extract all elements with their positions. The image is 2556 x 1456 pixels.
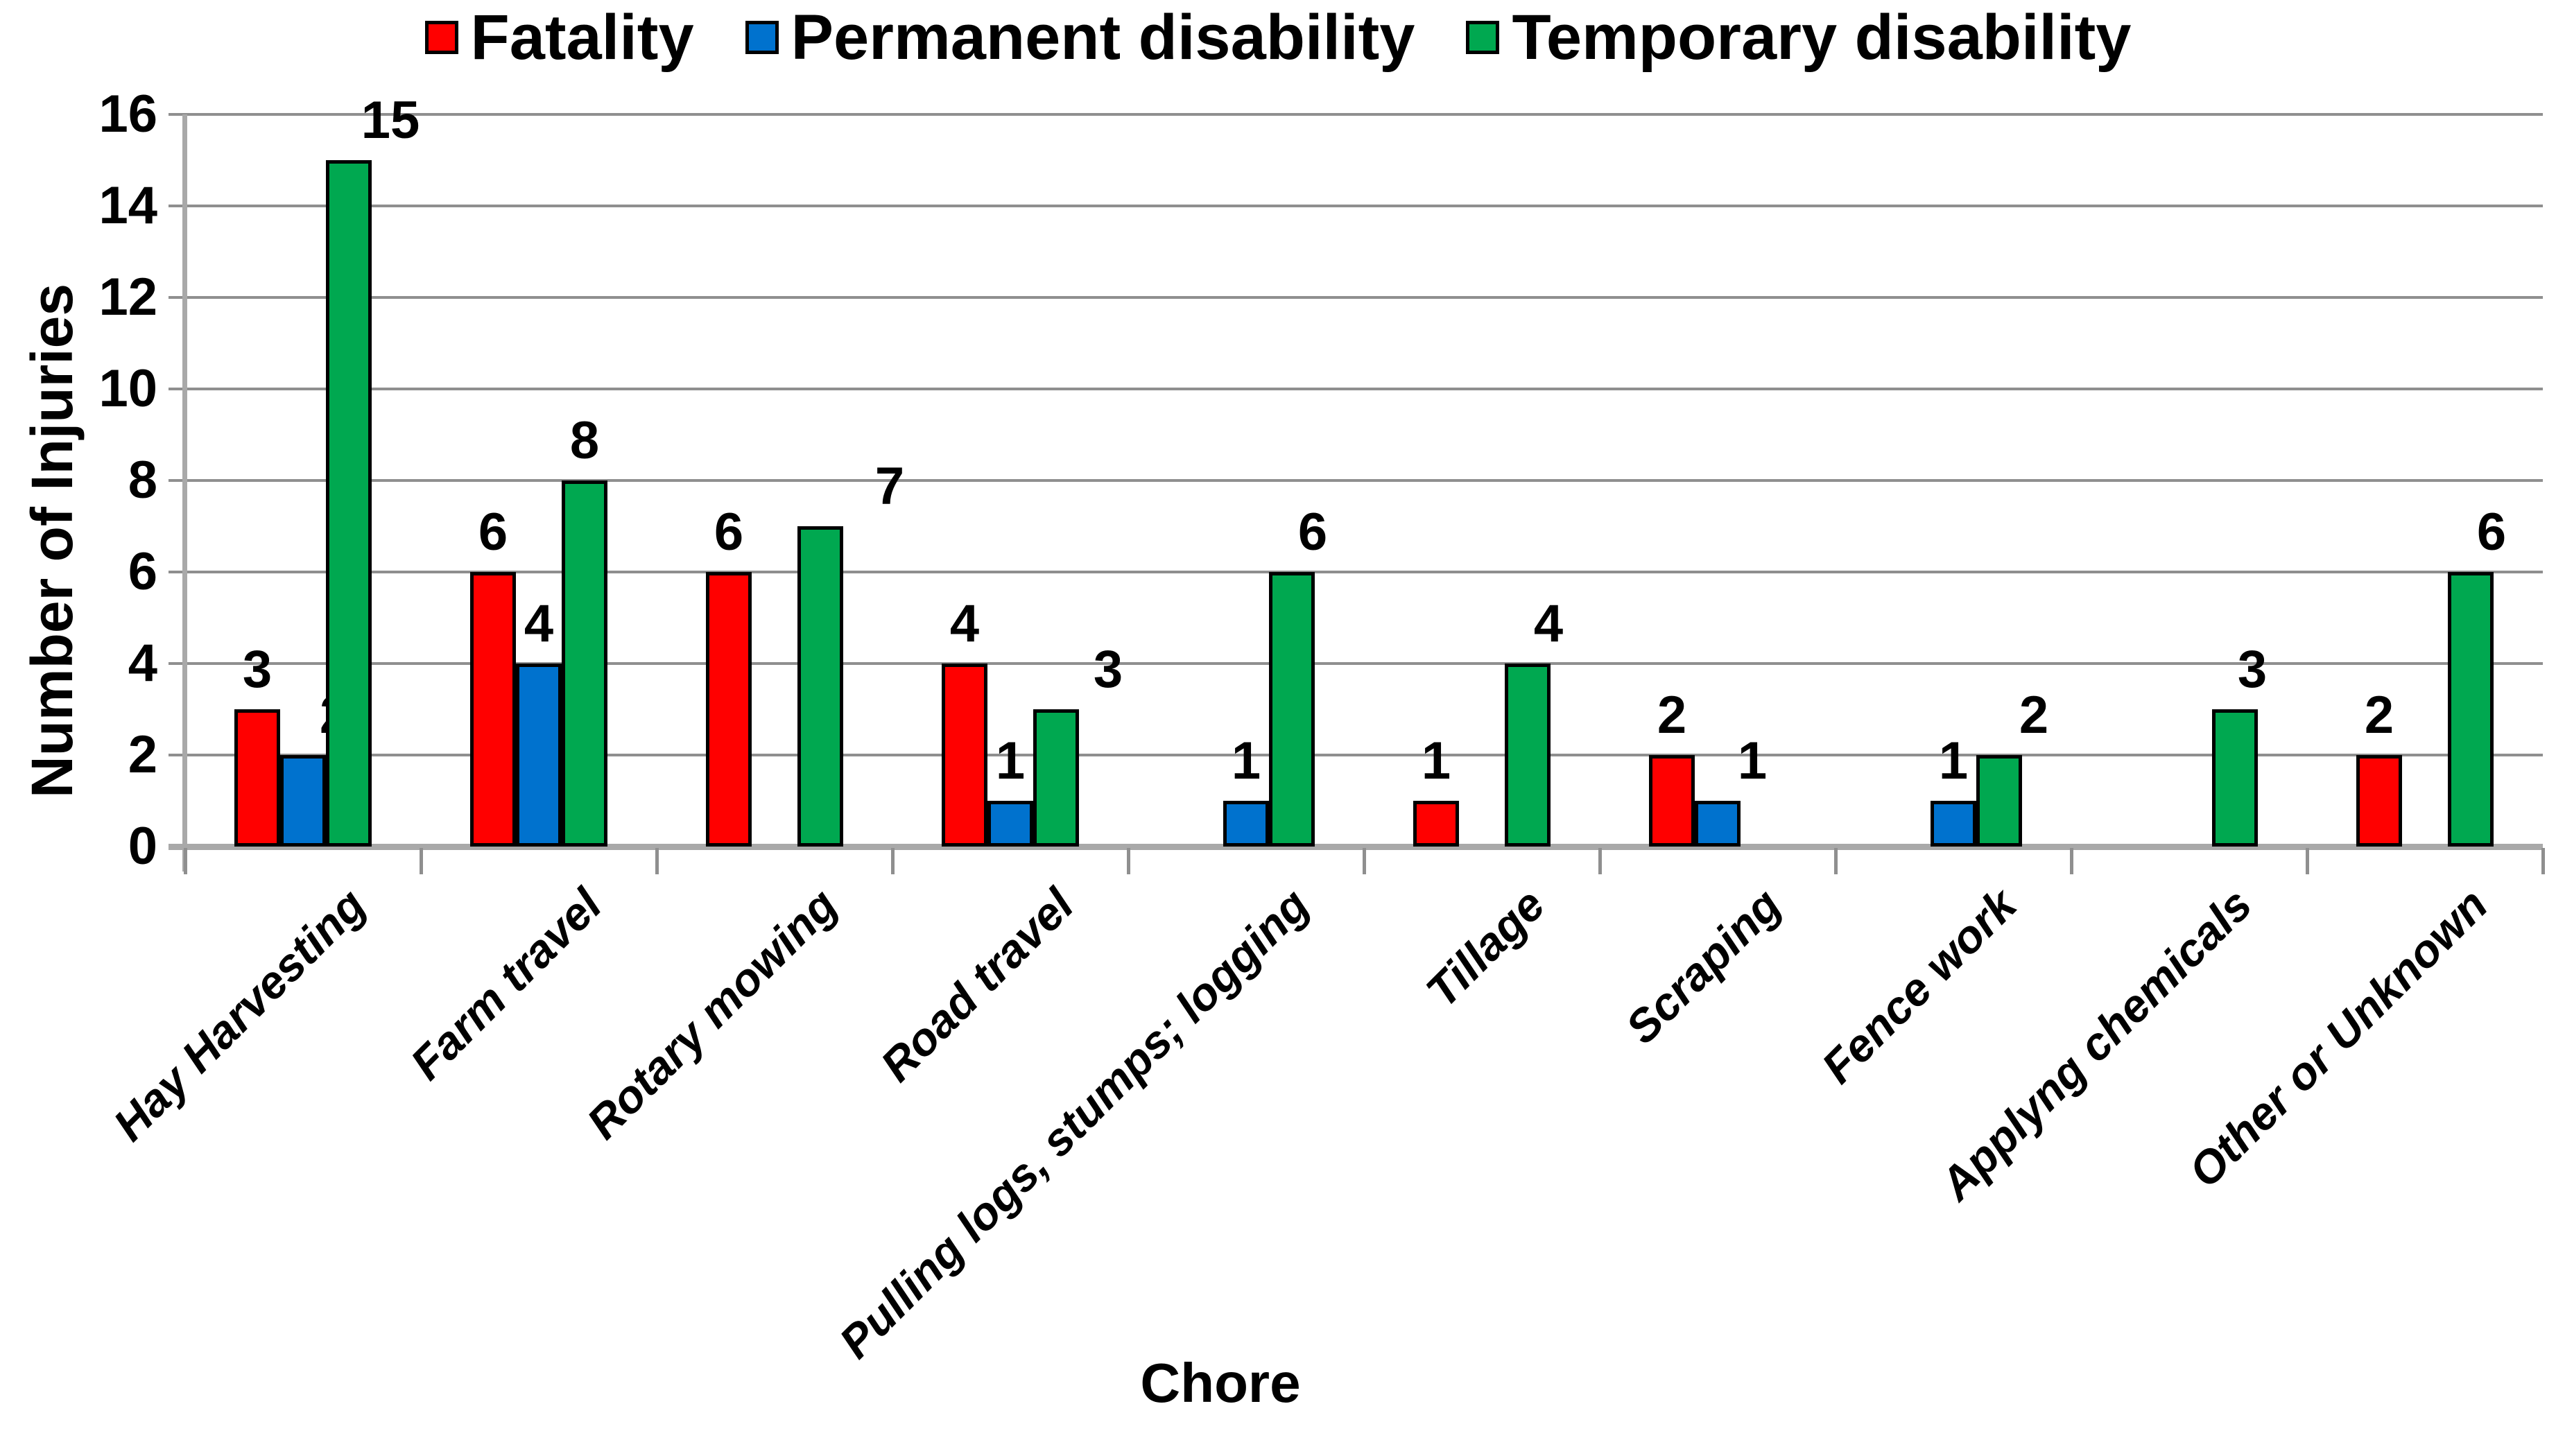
bar — [2212, 709, 2258, 847]
x-axis-tick — [184, 848, 187, 874]
x-axis-tick — [2070, 848, 2073, 874]
y-tick-label: 0 — [128, 817, 157, 876]
y-tick-label: 8 — [128, 451, 157, 510]
bar-value-label: 1 — [1938, 731, 1969, 790]
bar-value-label: 7 — [874, 457, 905, 516]
x-axis-tick — [420, 848, 423, 874]
bar-value-label: 3 — [1093, 640, 1123, 699]
fatality-legend-label: Fatality — [470, 2, 694, 73]
bar-value-label: 1 — [1421, 731, 1451, 790]
y-tick-label: 4 — [128, 634, 157, 693]
bar — [1649, 755, 1695, 847]
bar — [1269, 572, 1315, 847]
y-tick-label: 14 — [98, 176, 157, 235]
x-axis-tick — [655, 848, 659, 874]
bar-value-label: 6 — [714, 503, 744, 562]
bar — [1413, 801, 1459, 847]
bar — [2448, 572, 2494, 847]
legend-item-permanent-disability: Permanent disability — [745, 6, 1415, 69]
gridline — [169, 205, 2543, 207]
y-tick-label: 12 — [98, 268, 157, 327]
gridline — [169, 662, 2543, 665]
bar-value-label: 6 — [478, 503, 508, 562]
gridline — [169, 571, 2543, 573]
bar-value-label: 4 — [949, 594, 980, 653]
gridline — [169, 296, 2543, 299]
x-axis-tick — [2541, 848, 2545, 874]
bar-value-label: 15 — [361, 91, 420, 150]
bar-value-label: 6 — [2476, 503, 2507, 562]
gridline — [169, 113, 2543, 116]
category-tick-label: Road travel — [870, 878, 1083, 1091]
bar — [470, 572, 516, 847]
bar-value-label: 3 — [242, 640, 273, 699]
gridline — [169, 388, 2543, 390]
category-tick-label: Fence work — [1811, 878, 2026, 1093]
legend: Fatality Permanent disability Temporary … — [0, 6, 2556, 69]
bar — [797, 526, 843, 847]
legend-item-fatality: Fatality — [424, 2, 694, 73]
temporary-disability-legend-label: Temporary disability — [1512, 2, 2132, 73]
plot-area: 024681012141636641222411111587364236Hay … — [98, 88, 2545, 1368]
x-axis-tick — [1834, 848, 1838, 874]
bar — [1931, 801, 1976, 847]
category-tick-label: Pulling logs, stumps; logging — [829, 878, 1319, 1368]
y-tick-label: 16 — [98, 85, 157, 144]
bar-value-label: 2 — [2019, 686, 2049, 745]
x-axis-line — [169, 844, 2543, 850]
bar — [280, 755, 326, 847]
bar — [706, 572, 752, 847]
bar — [942, 664, 987, 847]
bar — [234, 709, 280, 847]
fatality-swatch — [424, 21, 458, 54]
bar — [1505, 664, 1551, 847]
bar — [562, 480, 607, 847]
x-axis-tick — [1598, 848, 1602, 874]
bar-value-label: 1 — [995, 731, 1026, 790]
bar — [1695, 801, 1741, 847]
category-tick-label: Tillage — [1416, 878, 1555, 1017]
bar — [2356, 755, 2402, 847]
x-axis-tick — [1127, 848, 1130, 874]
legend-item-temporary-disability: Temporary disability — [1466, 6, 2131, 69]
bar-value-label: 8 — [569, 411, 600, 470]
bar-value-label: 2 — [2364, 686, 2394, 745]
x-axis-tick — [1363, 848, 1366, 874]
y-tick-label: 6 — [128, 542, 157, 601]
category-tick-label: Hay Harvesting — [103, 878, 376, 1151]
bar — [1223, 801, 1269, 847]
y-tick-label: 10 — [98, 359, 157, 418]
permanent-disability-swatch — [745, 21, 779, 54]
y-tick-label: 2 — [128, 725, 157, 784]
bar — [987, 801, 1033, 847]
x-axis-tick — [2306, 848, 2309, 874]
gridline — [169, 479, 2543, 482]
x-axis-tick — [891, 848, 895, 874]
y-axis-title: Number of Injuries — [19, 283, 85, 799]
bar-value-label: 2 — [1657, 686, 1687, 745]
bar-value-label: 3 — [2237, 640, 2268, 699]
category-tick-label: Scraping — [1615, 878, 1790, 1054]
bar — [326, 160, 372, 847]
bar-value-label: 1 — [1231, 731, 1261, 790]
bar — [1976, 755, 2022, 847]
bar-value-label: 4 — [524, 594, 554, 653]
category-tick-label: Farm travel — [400, 878, 612, 1090]
category-tick-label: Rotary mowing — [577, 878, 847, 1149]
x-axis-title: Chore — [1140, 1352, 1301, 1414]
bar — [1033, 709, 1079, 847]
bar-value-label: 4 — [1533, 594, 1564, 653]
gridline — [169, 754, 2543, 756]
permanent-disability-legend-label: Permanent disability — [791, 2, 1415, 73]
bar-value-label: 1 — [1737, 731, 1768, 790]
y-axis-line — [182, 114, 187, 872]
bar — [516, 664, 562, 847]
bar-value-label: 6 — [1297, 503, 1328, 562]
temporary-disability-swatch — [1466, 21, 1500, 54]
